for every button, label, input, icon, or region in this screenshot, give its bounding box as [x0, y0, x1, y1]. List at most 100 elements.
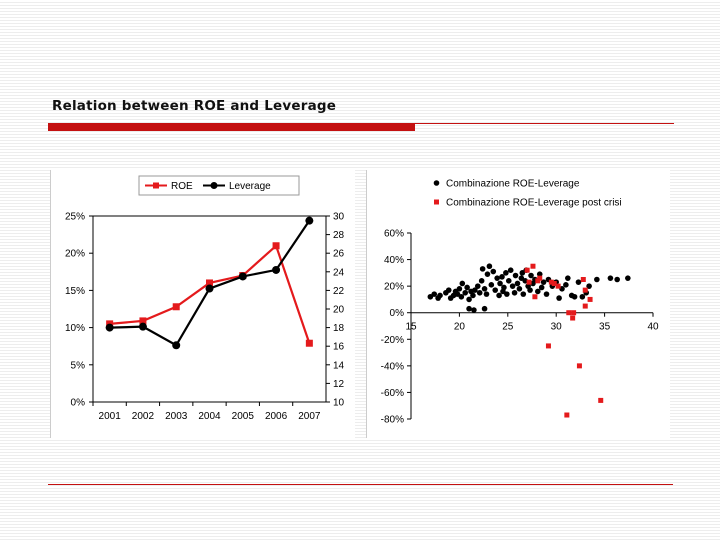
- scatter-point-combinazione-roe-leverage: [458, 293, 465, 300]
- y-axis-tick-label: -40%: [381, 361, 404, 372]
- series-point-leverage: [272, 265, 281, 274]
- scatter-point-combinazione-roe-leverage-post-crisi: [555, 283, 561, 289]
- y-axis-tick-label: -20%: [381, 335, 404, 346]
- scatter-point-combinazione-roe-leverage: [492, 287, 499, 293]
- right-axis-tick-label: 28: [333, 230, 345, 241]
- right-axis-tick-label: 22: [333, 286, 345, 297]
- left-axis-tick-label: 20%: [65, 249, 85, 260]
- scatter-point-combinazione-roe-leverage: [486, 263, 493, 270]
- scatter-point-combinazione-roe-leverage-post-crisi: [571, 310, 577, 316]
- scatter-point-combinazione-roe-leverage: [471, 307, 477, 313]
- series-point-roe: [206, 279, 213, 287]
- scatter-point-combinazione-roe-leverage-post-crisi: [582, 287, 588, 293]
- scatter-point-combinazione-roe-leverage: [488, 282, 495, 288]
- x-axis-tick-label: 2001: [99, 411, 122, 422]
- title-underline-rule: [415, 123, 674, 124]
- roe-leverage-line-chart: 0% 5% 10% 15% 20% 25% 10 12 14 16 18 20 22 24 26 28 30 20…: [65, 175, 345, 422]
- scatter-point-combinazione-roe-leverage: [527, 287, 533, 293]
- left-axis-tick-label: 10%: [65, 323, 85, 334]
- footer-rule: [48, 484, 673, 485]
- scatter-point-combinazione-roe-leverage: [607, 275, 614, 281]
- scatter-point-combinazione-roe-leverage: [625, 275, 631, 281]
- scatter-point-combinazione-roe-leverage: [490, 268, 497, 275]
- scatter-point-combinazione-roe-leverage: [472, 287, 478, 293]
- scatter-point-combinazione-roe-leverage: [511, 289, 518, 296]
- right-axis-tick-label: 30: [333, 212, 345, 223]
- legend-marker-combinazione-roe-leverage-post-crisi: [434, 199, 439, 205]
- roe-leverage-line-chart-panel: 0% 5% 10% 15% 20% 25% 10 12 14 16 18 20 22 24 26 28 30 20…: [50, 170, 355, 438]
- roe-leverage-scatter-chart: 60% 40% 20% 0% -20% -40% -60% -80% 15 20 25 30 35 40 C…: [381, 179, 659, 426]
- scatter-point-combinazione-roe-leverage-post-crisi: [545, 343, 551, 349]
- scatter-point-combinazione-roe-leverage: [479, 266, 486, 272]
- scatter-point-combinazione-roe-leverage: [476, 289, 483, 296]
- y-axis-tick-label: 20%: [384, 282, 404, 293]
- slide-title: Relation between ROE and Leverage: [52, 98, 337, 114]
- scatter-point-combinazione-roe-leverage-post-crisi: [524, 267, 530, 273]
- y-axis-tick-label: 60%: [384, 229, 404, 240]
- scatter-point-combinazione-roe-leverage: [512, 272, 519, 279]
- scatter-point-combinazione-roe-leverage: [614, 276, 620, 283]
- scatter-point-combinazione-roe-leverage: [503, 270, 509, 276]
- scatter-point-combinazione-roe-leverage: [509, 283, 516, 289]
- series-point-leverage: [172, 341, 181, 350]
- scatter-point-combinazione-roe-leverage: [431, 291, 438, 297]
- x-axis-tick-label: 15: [405, 322, 417, 333]
- y-axis-tick-label: 0%: [390, 308, 405, 319]
- scatter-point-combinazione-roe-leverage-post-crisi: [598, 397, 604, 403]
- x-axis-tick-label: 30: [551, 322, 563, 333]
- series-point-roe: [272, 242, 280, 250]
- scatter-point-combinazione-roe-leverage: [563, 282, 569, 288]
- legend-marker-combinazione-roe-leverage: [433, 180, 440, 186]
- scatter-point-combinazione-roe-leverage-post-crisi: [530, 263, 536, 269]
- legend-marker-roe: [153, 182, 159, 189]
- scatter-point-combinazione-roe-leverage: [565, 275, 571, 281]
- scatter-point-combinazione-roe-leverage: [456, 286, 463, 292]
- scatter-point-combinazione-roe-leverage-post-crisi: [566, 310, 572, 316]
- series-point-leverage: [238, 272, 247, 281]
- series-point-leverage: [138, 322, 147, 331]
- x-axis-tick-label: 2003: [165, 411, 188, 422]
- x-axis-tick-label: 40: [647, 322, 659, 333]
- scatter-point-combinazione-roe-leverage: [484, 271, 491, 277]
- scatter-point-combinazione-roe-leverage: [514, 280, 521, 287]
- scatter-point-combinazione-roe-leverage-post-crisi: [576, 363, 582, 369]
- scatter-point-combinazione-roe-leverage: [459, 280, 466, 287]
- scatter-point-combinazione-roe-leverage: [474, 283, 481, 289]
- scatter-point-combinazione-roe-leverage: [504, 291, 510, 297]
- legend-label-roe: ROE: [171, 181, 193, 192]
- x-axis-tick-label: 35: [599, 322, 611, 333]
- scatter-point-combinazione-roe-leverage: [594, 276, 600, 283]
- scatter-point-combinazione-roe-leverage-post-crisi: [548, 279, 554, 285]
- scatter-point-combinazione-roe-leverage: [571, 293, 578, 300]
- left-axis-tick-label: 0%: [71, 398, 86, 409]
- scatter-point-combinazione-roe-leverage: [497, 280, 503, 287]
- scatter-point-combinazione-roe-leverage-post-crisi: [551, 280, 557, 286]
- scatter-point-combinazione-roe-leverage: [499, 274, 505, 280]
- x-axis-tick-label: 25: [502, 322, 514, 333]
- scatter-point-combinazione-roe-leverage: [483, 291, 490, 297]
- series-point-leverage: [105, 323, 114, 332]
- scatter-point-combinazione-roe-leverage: [466, 305, 472, 312]
- scatter-point-combinazione-roe-leverage: [466, 296, 472, 303]
- scatter-point-combinazione-roe-leverage: [496, 292, 502, 299]
- scatter-point-combinazione-roe-leverage: [501, 284, 507, 291]
- scatter-point-combinazione-roe-leverage-post-crisi: [570, 315, 576, 321]
- scatter-point-combinazione-roe-leverage: [494, 275, 500, 281]
- right-axis-tick-label: 14: [333, 360, 345, 371]
- right-axis-tick-label: 24: [333, 267, 345, 278]
- right-axis-tick-label: 12: [333, 379, 345, 390]
- legend-label-leverage: Leverage: [229, 181, 271, 192]
- scatter-point-combinazione-roe-leverage: [505, 278, 512, 284]
- scatter-point-combinazione-roe-leverage-post-crisi: [537, 275, 543, 281]
- series-point-leverage: [205, 284, 214, 293]
- y-axis-tick-label: 40%: [384, 255, 404, 266]
- scatter-point-combinazione-roe-leverage: [556, 295, 562, 301]
- scatter-point-combinazione-roe-leverage: [579, 293, 586, 300]
- series-point-leverage: [305, 216, 314, 225]
- scatter-point-combinazione-roe-leverage-post-crisi: [587, 296, 593, 302]
- scatter-point-combinazione-roe-leverage-post-crisi: [582, 303, 588, 309]
- legend-label-combinazione-roe-leverage-post-crisi: Combinazione ROE-Leverage post crisi: [446, 198, 622, 209]
- x-axis-tick-label: 2002: [132, 411, 155, 422]
- x-axis-tick-label: 20: [454, 322, 466, 333]
- right-axis-tick-label: 18: [333, 323, 345, 334]
